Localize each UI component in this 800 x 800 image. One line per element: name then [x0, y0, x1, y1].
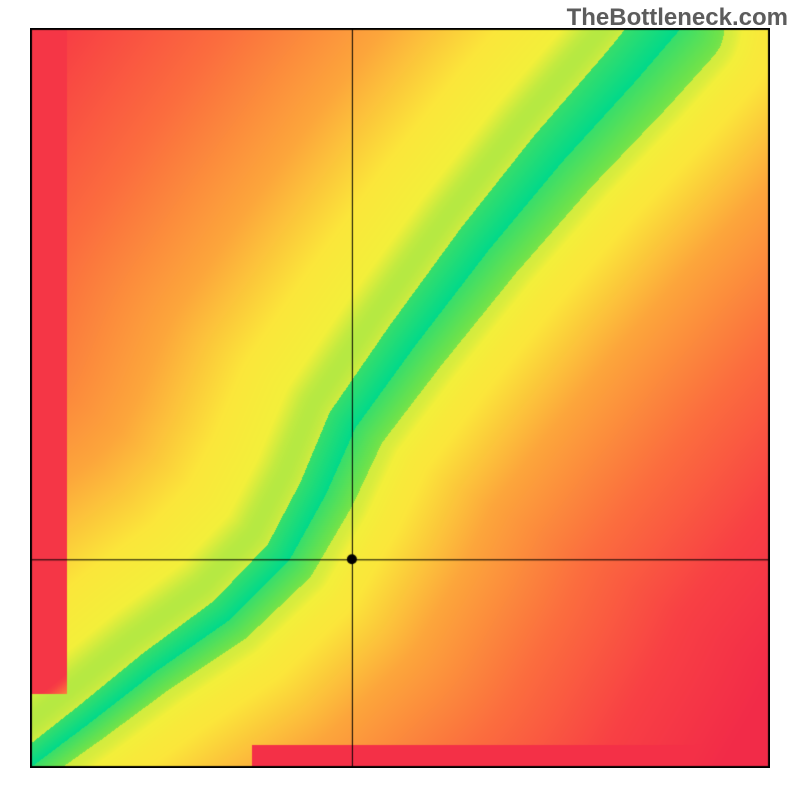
heatmap-plot: [30, 28, 770, 768]
heatmap-canvas: [30, 28, 770, 768]
watermark-text: TheBottleneck.com: [567, 4, 788, 32]
